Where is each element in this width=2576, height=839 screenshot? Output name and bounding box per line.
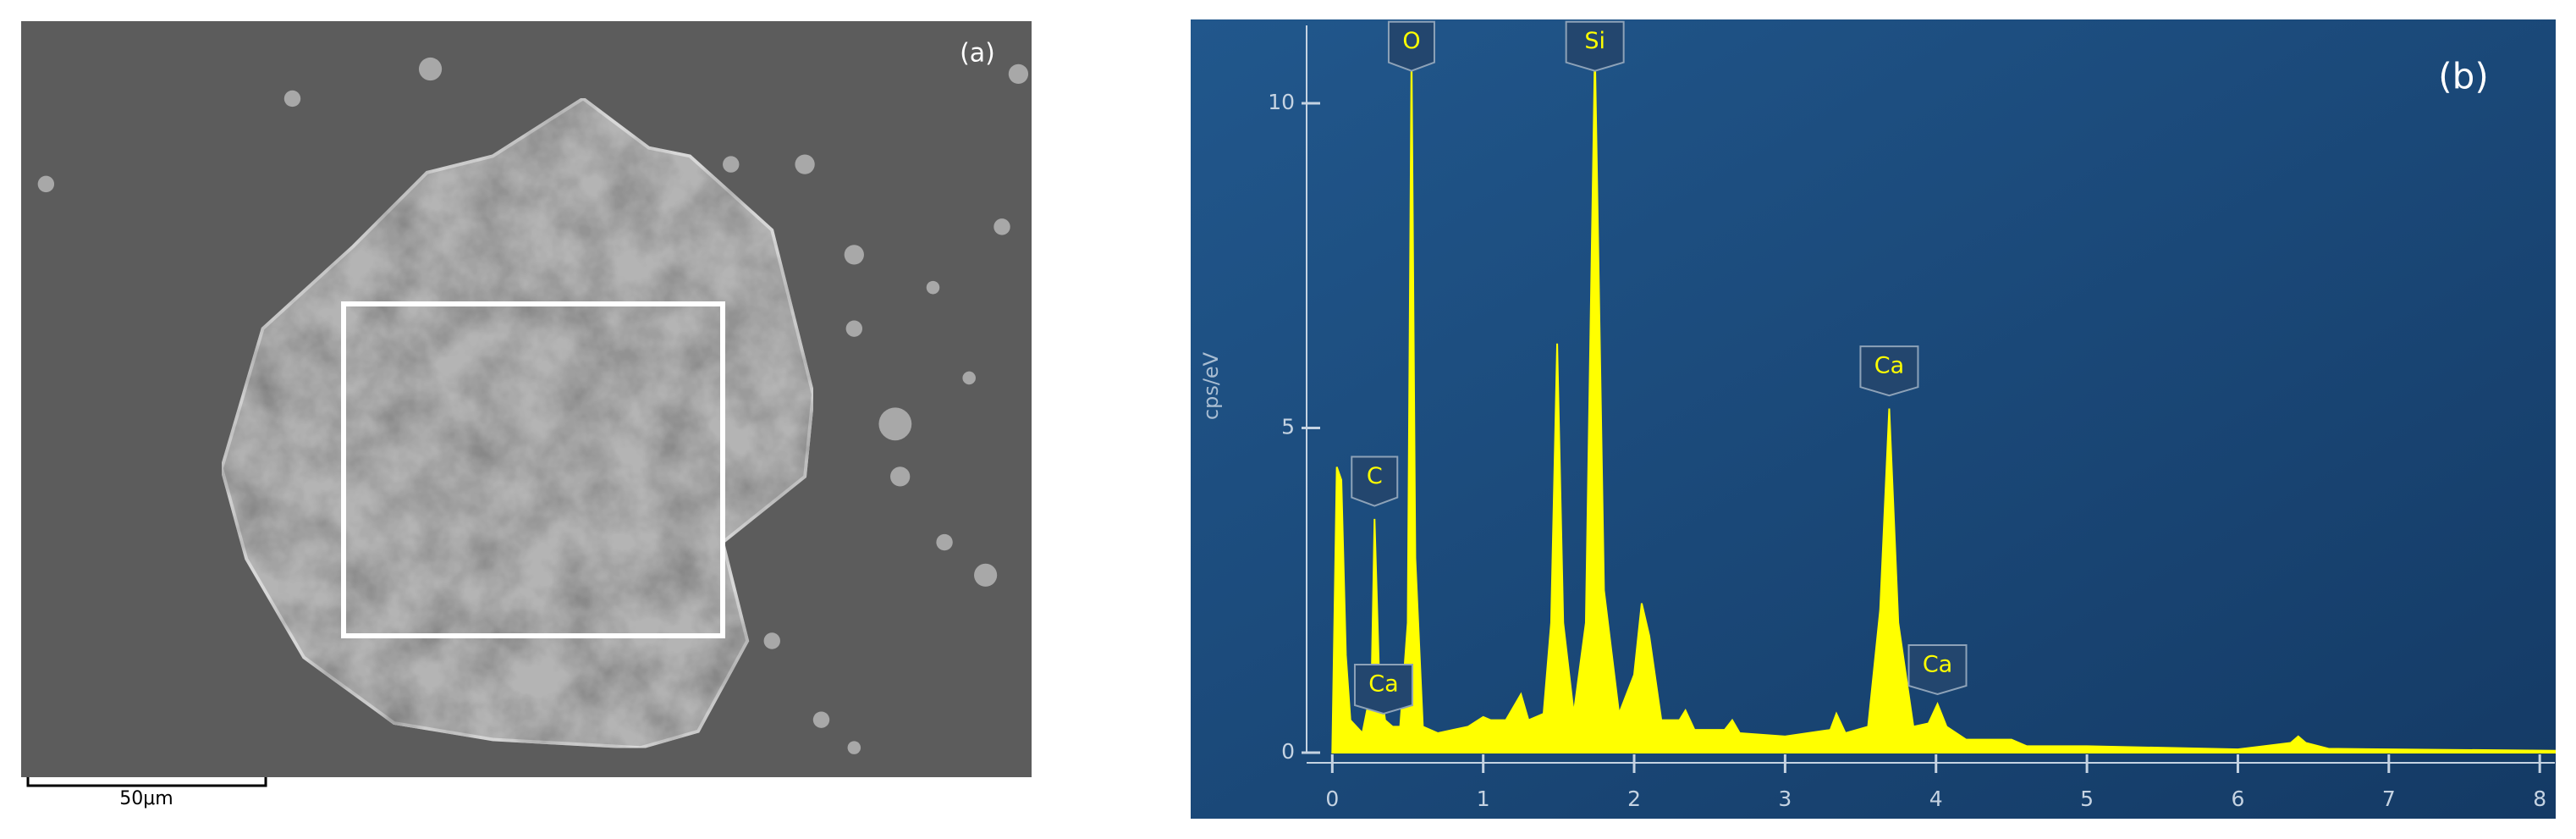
peak-label: C <box>1367 463 1383 489</box>
spectrum-area <box>1331 51 2556 753</box>
peak-label: Si <box>1584 28 1605 54</box>
peak-label: O <box>1402 28 1420 54</box>
sem-panel: (a) 50μm <box>21 21 1032 809</box>
x-tick-label: 3 <box>1778 787 1792 811</box>
y-tick-label: 0 <box>1281 739 1295 764</box>
sem-particle <box>220 97 815 750</box>
scale-bar-label: 50μm <box>119 788 173 809</box>
x-tick-label: 5 <box>2080 787 2094 811</box>
peak-tag <box>1387 20 1435 72</box>
x-tick-label: 4 <box>1929 787 1943 811</box>
x-tick-label: 8 <box>2533 787 2546 811</box>
peak-label: Ca <box>1368 671 1398 697</box>
x-tick-label: 0 <box>1325 787 1339 811</box>
peak-tag <box>1565 20 1625 72</box>
x-tick-label: 1 <box>1477 787 1490 811</box>
x-tick-label: 2 <box>1627 787 1641 811</box>
y-tick-label: 10 <box>1268 90 1295 114</box>
panel-label: (b) <box>2438 56 2488 97</box>
peak-tag <box>1353 663 1413 715</box>
scale-bar <box>26 777 267 787</box>
selection-box <box>341 301 725 638</box>
y-axis-label: cps/eV <box>1199 351 1223 420</box>
chart: 0 5 10 0 1 2 3 4 5 6 7 8 cps/eV (b) O Si C Ca Ca Ca <box>1199 20 2556 811</box>
peak-tag <box>1907 643 1968 696</box>
x-tick-label: 7 <box>2382 787 2396 811</box>
peak-label: Ca <box>1923 651 1952 677</box>
x-tick-label: 6 <box>2232 787 2245 811</box>
peak-tag <box>1351 455 1399 507</box>
panel-label: (a) <box>960 39 995 69</box>
peak-tag <box>1859 345 1919 397</box>
sem-particles <box>37 57 1029 754</box>
y-tick-label: 5 <box>1281 415 1295 439</box>
peak-label: Ca <box>1874 353 1904 379</box>
